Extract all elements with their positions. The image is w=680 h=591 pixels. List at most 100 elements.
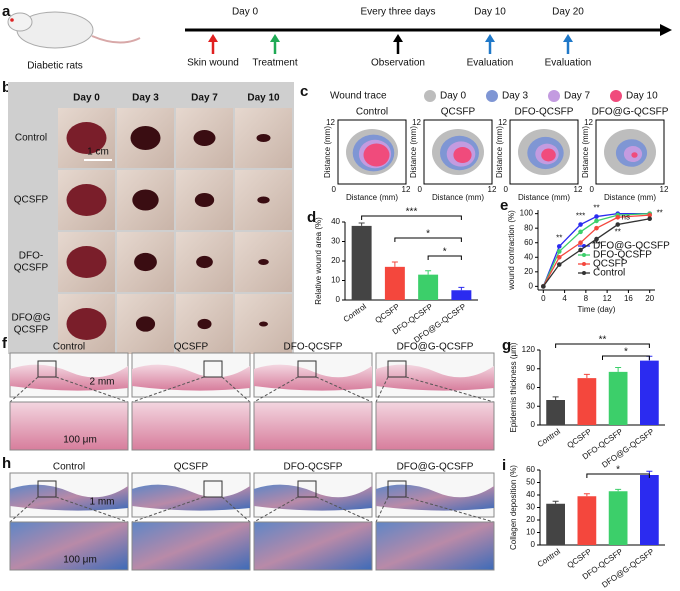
label: 12 <box>660 185 669 194</box>
label: Every three days <box>360 7 435 18</box>
significance-bracket <box>394 237 462 242</box>
trace <box>453 146 472 164</box>
histology-detail <box>9 521 129 571</box>
y-axis-label: Collagen deposition (%) <box>509 465 518 550</box>
y-tick-label: 40 <box>331 217 340 226</box>
label: Day 10 <box>247 93 280 104</box>
zoom-box <box>297 480 317 498</box>
label: 0 <box>504 185 509 194</box>
error-bar <box>615 367 622 372</box>
bar <box>608 371 628 425</box>
point <box>647 216 652 222</box>
point <box>594 218 599 224</box>
label: Wound trace <box>330 91 387 102</box>
significance-bracket <box>361 215 462 220</box>
zoom-line <box>9 376 39 403</box>
label: 1 cm <box>87 147 109 158</box>
label: DFO- <box>19 251 43 262</box>
error-bar <box>358 222 365 226</box>
label: QCSFP <box>441 107 476 118</box>
error-bar <box>425 270 432 275</box>
label: 1 mm <box>90 497 115 508</box>
label: Day 0 <box>440 91 467 102</box>
zoom-box <box>37 480 57 498</box>
label: Day 10 <box>626 91 658 102</box>
significance-bracket <box>555 343 650 348</box>
legend-marker <box>582 271 586 275</box>
label: Control <box>15 133 47 144</box>
y-tick-label: 60 <box>526 465 535 474</box>
error-bar <box>391 261 398 267</box>
zoom-box <box>203 360 223 378</box>
error-bar <box>583 373 590 379</box>
x-tick-label: QCSFP <box>565 427 593 450</box>
zoom-box <box>297 360 317 378</box>
y-tick-label: 20 <box>526 515 535 524</box>
wound <box>66 246 107 278</box>
label: 12 <box>574 185 583 194</box>
zoom-line <box>131 496 205 523</box>
label: 100 μm <box>63 555 97 566</box>
point <box>578 229 583 235</box>
panel-label: d <box>307 209 316 226</box>
zoom-box <box>37 360 57 378</box>
label: Observation <box>371 58 425 69</box>
point <box>556 249 562 254</box>
significance: *** <box>406 207 418 218</box>
zoom-line <box>253 376 299 403</box>
legend-label: QCSFP <box>593 259 628 270</box>
significance: ** <box>657 209 663 218</box>
point <box>556 254 562 260</box>
legend-label: DFO-QCSFP <box>593 250 652 261</box>
zoom-line <box>405 376 495 403</box>
trace <box>541 148 556 162</box>
point <box>594 236 599 242</box>
point <box>647 212 652 218</box>
significance: ** <box>593 204 599 213</box>
label: Day 10 <box>474 7 506 18</box>
label: DFO-QCSFP <box>515 107 574 118</box>
label: Day 7 <box>191 93 218 104</box>
point <box>615 214 621 220</box>
label: 12 <box>402 185 411 194</box>
series-line <box>542 214 650 287</box>
label: DFO@G-QCSFP <box>592 107 669 118</box>
x-tick-label: 4 <box>562 294 567 303</box>
point <box>556 262 562 267</box>
legend-label: Control <box>593 268 625 279</box>
wound <box>197 318 212 330</box>
label: Diabetic rats <box>27 61 83 72</box>
wound <box>66 122 107 154</box>
zoom-line <box>221 376 251 403</box>
timeline-arrow <box>660 24 672 36</box>
trace-frame <box>595 119 665 185</box>
label: Day 20 <box>552 7 584 18</box>
point <box>556 244 562 249</box>
step-arrowhead <box>563 34 573 42</box>
y-tick-label: 90 <box>526 364 535 373</box>
label: Distance (mm) <box>346 193 398 202</box>
bar <box>546 503 565 545</box>
label: QCSFP <box>14 263 49 274</box>
significance: * <box>616 465 620 476</box>
wound <box>132 189 159 211</box>
wound <box>256 134 271 142</box>
step-arrowhead <box>393 34 403 42</box>
series-line <box>542 218 650 287</box>
tissue <box>10 364 128 391</box>
significance: ** <box>615 228 621 237</box>
x-axis-label: Time (day) <box>578 305 616 314</box>
panel-label: a <box>2 3 11 20</box>
label: Distance (mm) <box>604 193 656 202</box>
label: 12 <box>488 185 497 194</box>
zoom-box <box>387 360 407 378</box>
y-axis-label: Relative wound area (%) <box>314 217 323 305</box>
point <box>594 214 599 219</box>
label: Day 3 <box>132 93 159 104</box>
label: Distance (mm) <box>495 126 504 178</box>
histology-detail <box>9 401 129 451</box>
label: Distance (mm) <box>409 126 418 178</box>
point <box>594 225 599 231</box>
label: DFO@G <box>11 313 50 324</box>
